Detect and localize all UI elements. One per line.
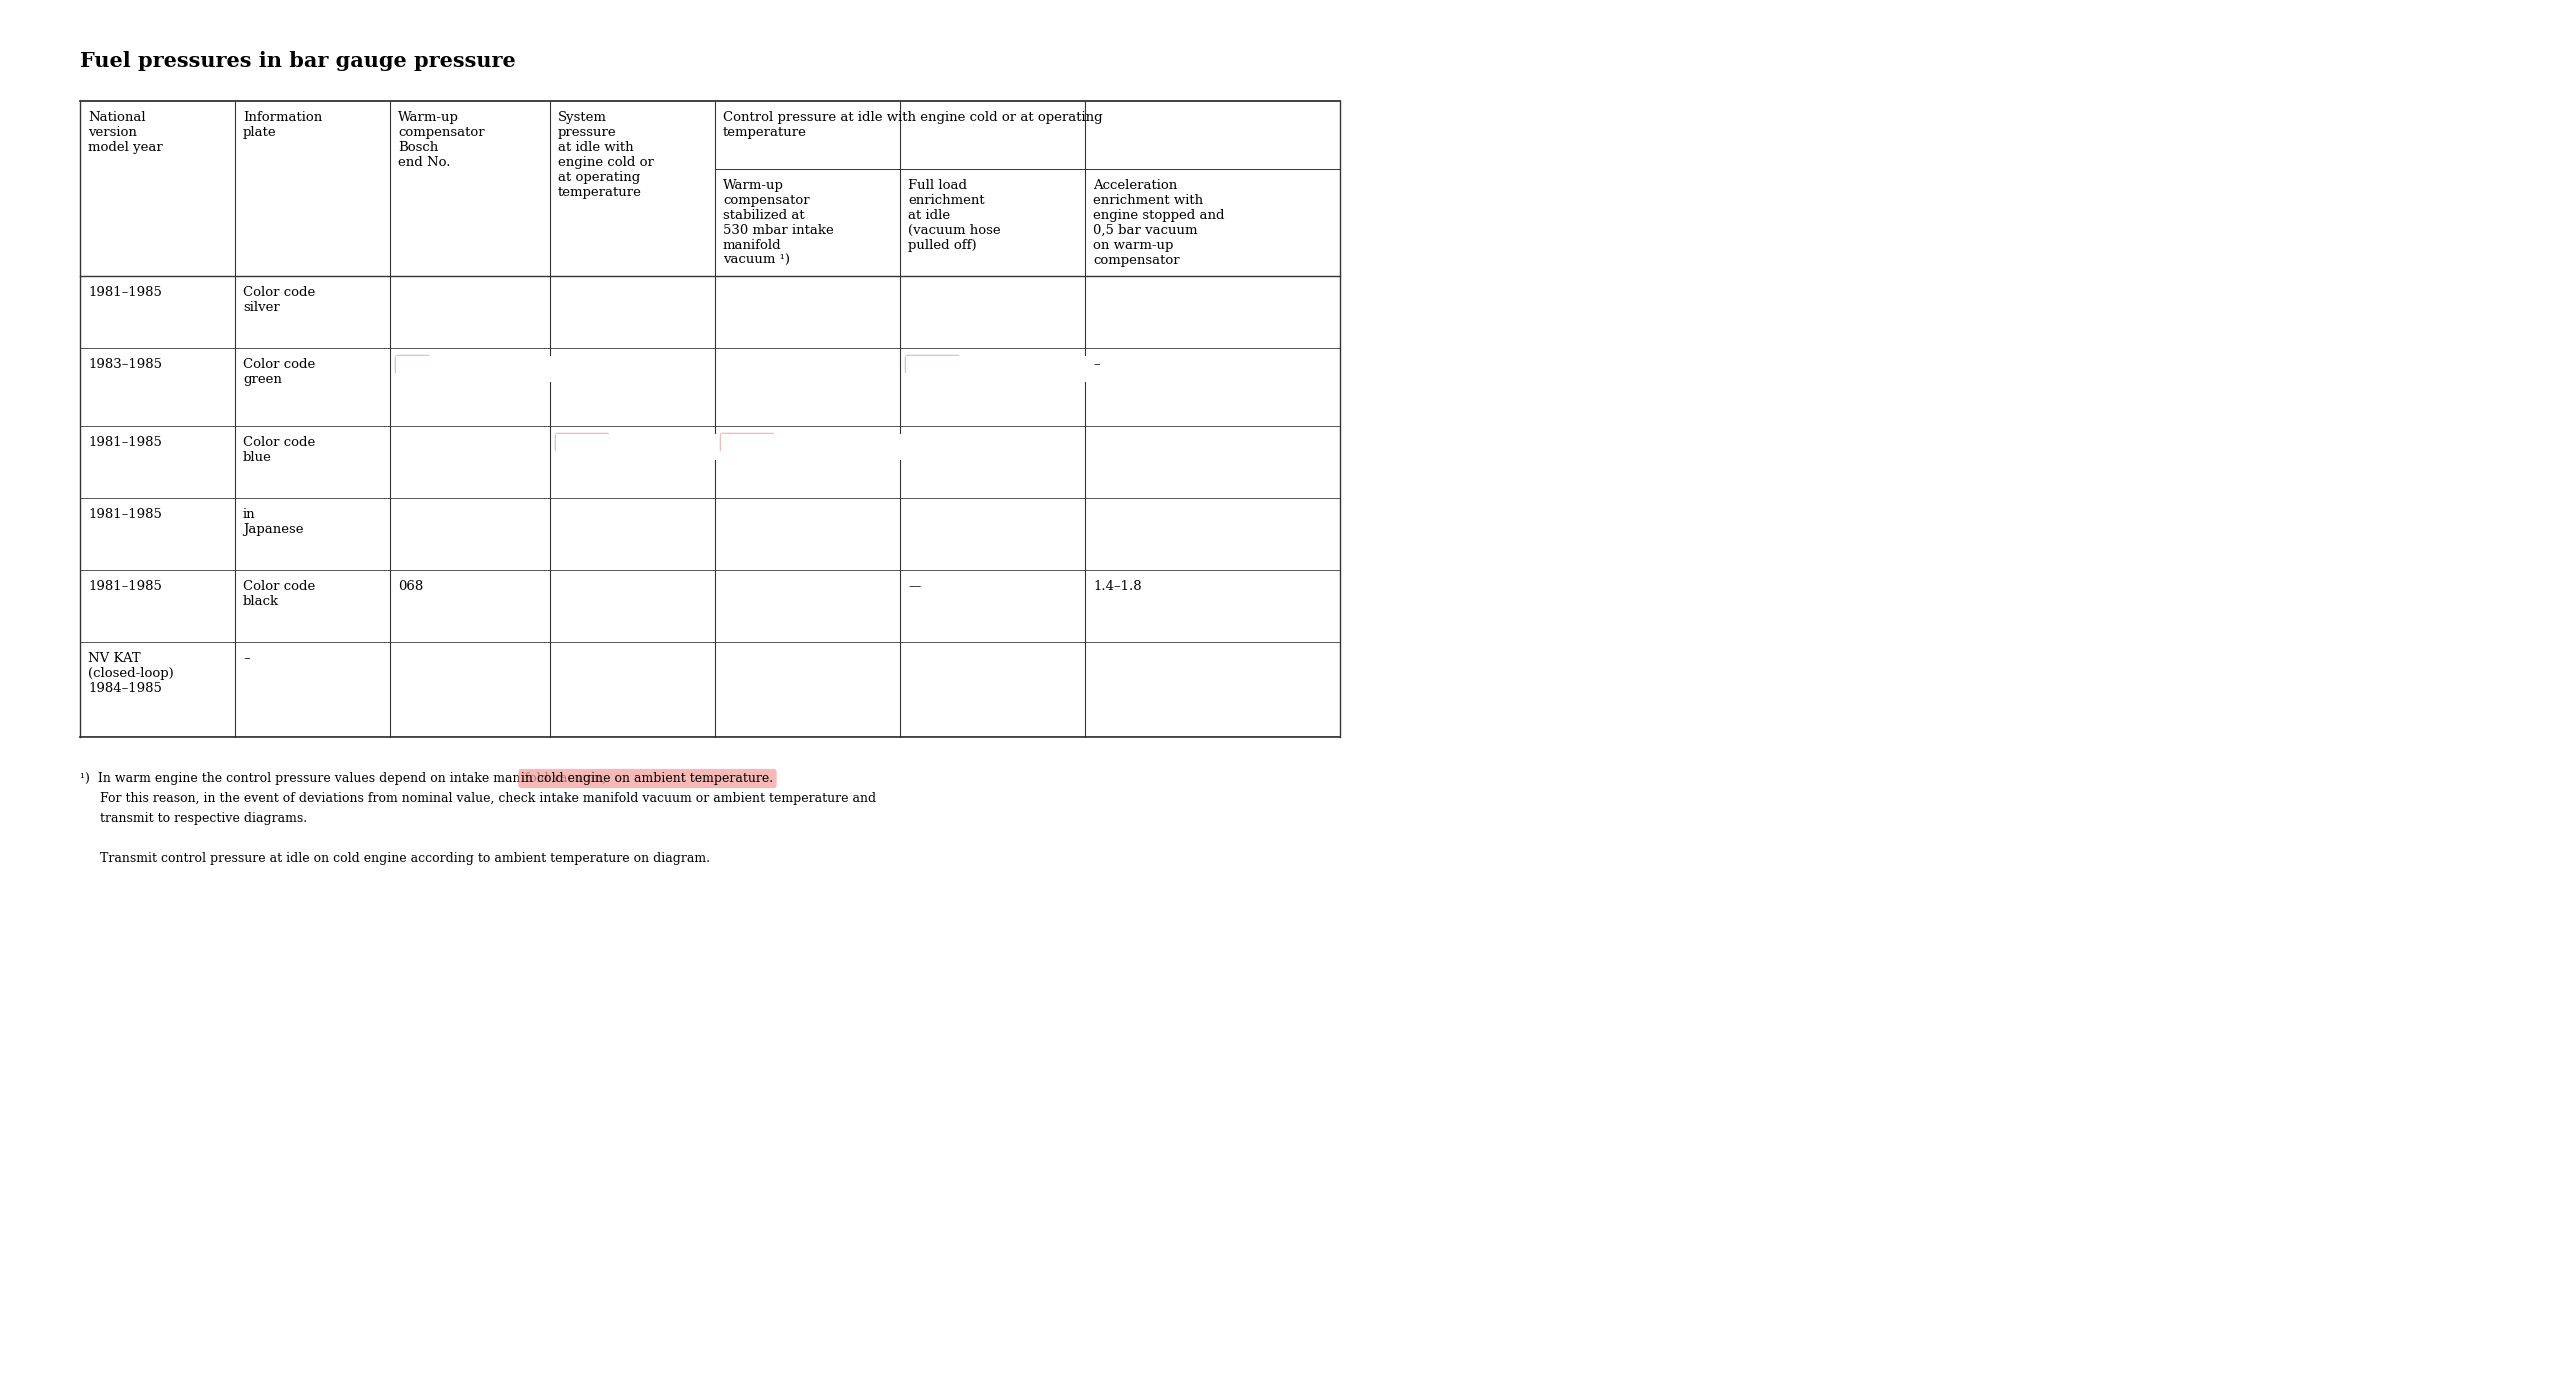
Text: 068: 068 [397,580,422,593]
Text: Full load
enrichment
at idle
(vacuum hose
pulled off): Full load enrichment at idle (vacuum hos… [909,179,1001,252]
Text: Color code
black: Color code black [243,580,315,608]
Text: 1981–1985: 1981–1985 [87,580,161,593]
Bar [906,356,1088,382]
Text: Acceleration
enrichment with
engine stopped and
0,5 bar vacuum
on warm-up
compen: Acceleration enrichment with engine stop… [1093,179,1224,267]
Text: 3.4–3.8: 3.4–3.8 [722,436,773,449]
Text: 134: 134 [435,358,461,370]
Text: 2.6–3.0: 2.6–3.0 [909,358,957,370]
Text: Warm-up
compensator
Bosch
end No.: Warm-up compensator Bosch end No. [397,110,484,169]
Text: ––: –– [909,580,922,593]
Text: National
version
model year: National version model year [87,110,164,154]
Text: Color code
green: Color code green [243,358,315,386]
Text: 5.0–5.6: 5.0–5.6 [558,436,607,449]
Text: 061,  134: 061, 134 [397,358,461,370]
Text: For this reason, in the event of deviations from nominal value, check intake man: For this reason, in the event of deviati… [79,793,876,805]
Text: in
Japanese: in Japanese [243,507,305,535]
Text: 5.0–5.6: 5.0–5.6 [558,436,607,449]
Text: –: – [1093,358,1101,370]
Text: 061,: 061, [397,358,428,370]
Text: 2.6–3.0: 2.6–3.0 [909,358,957,370]
Text: Control pressure at idle with engine cold or at operating
temperature: Control pressure at idle with engine col… [722,110,1103,138]
Bar [722,433,901,460]
Text: 1981–1985: 1981–1985 [87,507,161,521]
Text: Transmit control pressure at idle on cold engine according to ambient temperatur: Transmit control pressure at idle on col… [79,851,709,865]
Text: 1.4–1.8: 1.4–1.8 [1093,580,1142,593]
Bar [556,433,717,460]
Text: Information
plate: Information plate [243,110,323,138]
Text: Fuel pressures in bar gauge pressure: Fuel pressures in bar gauge pressure [79,50,515,71]
Text: 1983–1985: 1983–1985 [87,358,161,370]
Text: –: – [243,651,251,665]
Text: 3.4–3.8: 3.4–3.8 [722,436,773,449]
Text: transmit to respective diagrams.: transmit to respective diagrams. [79,812,307,825]
Bar [397,356,553,382]
Text: 1981–1985: 1981–1985 [87,436,161,449]
Text: Warm-up
compensator
stabilized at
530 mbar intake
manifold
vacuum ¹): Warm-up compensator stabilized at 530 mb… [722,179,835,267]
Text: System
pressure
at idle with
engine cold or
at operating
temperature: System pressure at idle with engine cold… [558,110,653,199]
Text: 1981–1985: 1981–1985 [87,287,161,299]
Text: in cold engine on ambient temperature.: in cold engine on ambient temperature. [522,772,773,786]
Text: ¹)  In warm engine the control pressure values depend on intake manifold vacuum,: ¹) In warm engine the control pressure v… [79,772,609,786]
Text: Color code
silver: Color code silver [243,287,315,315]
Text: Color code
blue: Color code blue [243,436,315,464]
Text: NV KAT
(closed-loop)
1984–1985: NV KAT (closed-loop) 1984–1985 [87,651,174,695]
